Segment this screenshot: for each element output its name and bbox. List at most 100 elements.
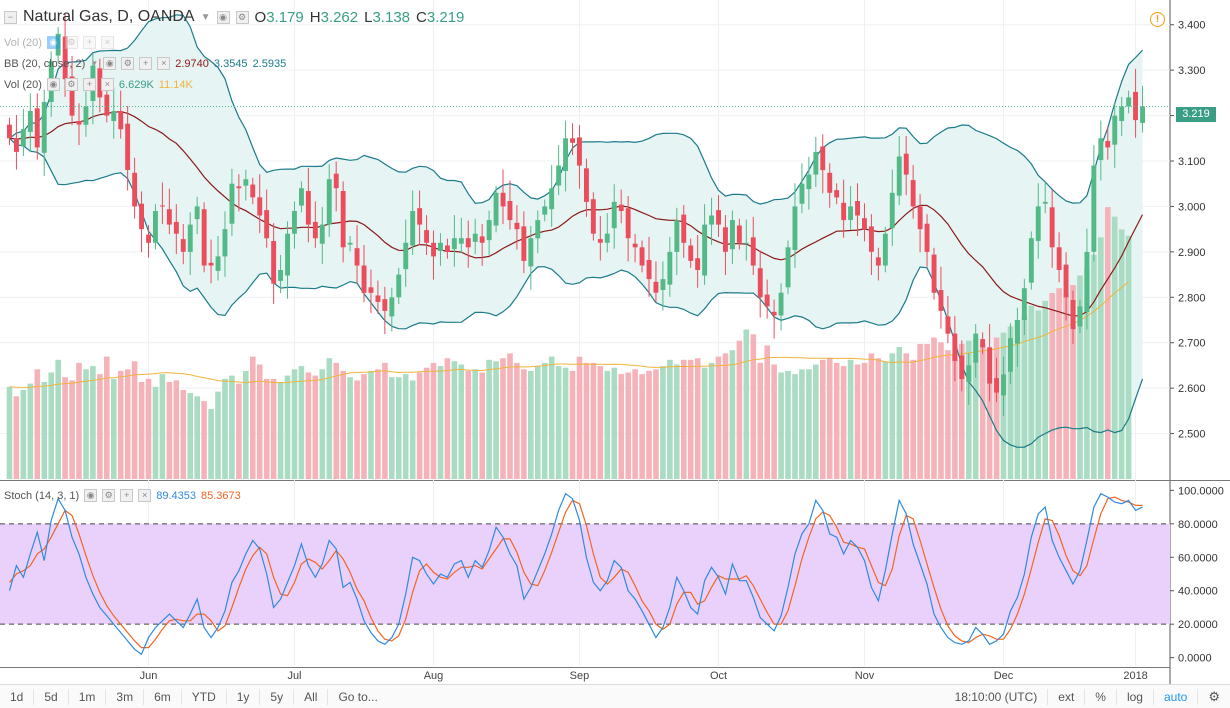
volume-bar bbox=[785, 370, 791, 479]
candle-body bbox=[1015, 320, 1020, 344]
volume-bar bbox=[409, 380, 416, 479]
stoch-tick-label: 60.0000 bbox=[1178, 552, 1218, 564]
eye-icon[interactable]: ◉ bbox=[84, 489, 98, 502]
chevron-down-icon[interactable]: ▼ bbox=[90, 59, 99, 68]
eye-icon[interactable]: ◉ bbox=[216, 10, 230, 24]
volume-bar bbox=[166, 382, 173, 479]
candle-body bbox=[500, 192, 506, 207]
volume-bar bbox=[764, 345, 770, 479]
candle-body bbox=[730, 220, 735, 250]
timeframe-5y[interactable]: 5y bbox=[260, 688, 295, 705]
settings-icon[interactable]: ⚙ bbox=[64, 36, 78, 49]
chevron-down-icon[interactable]: ▼ bbox=[200, 11, 211, 23]
candle-body bbox=[827, 172, 833, 193]
candle-body bbox=[709, 215, 714, 225]
candle-body bbox=[653, 281, 659, 293]
candle-body bbox=[83, 106, 89, 125]
volume-bar bbox=[1077, 275, 1083, 479]
legend-bb[interactable]: BB (20, close, 2) ▼ ◉ ⚙ + × 2.9740 3.354… bbox=[4, 57, 287, 70]
goto-button[interactable]: Go to... bbox=[338, 689, 378, 704]
candle-body bbox=[361, 265, 367, 293]
collapse-icon[interactable]: − bbox=[4, 10, 17, 24]
volume-bar bbox=[813, 364, 819, 479]
symbol-title[interactable]: Natural Gas, D, OANDA bbox=[23, 8, 195, 25]
settings-icon[interactable]: ⚙ bbox=[235, 10, 249, 24]
close-icon[interactable]: × bbox=[100, 36, 114, 49]
ohlc-high: H3.262 bbox=[309, 8, 359, 26]
close-icon[interactable]: × bbox=[157, 57, 171, 70]
plus-icon[interactable]: + bbox=[82, 36, 96, 49]
candle-body bbox=[368, 287, 374, 293]
volume-bar bbox=[1049, 293, 1055, 479]
candle-body bbox=[271, 241, 277, 284]
plus-icon[interactable]: + bbox=[139, 57, 153, 70]
candle-body bbox=[201, 209, 207, 266]
volume-bar bbox=[243, 370, 249, 479]
clock-time[interactable]: 18:10:00 (UTC) bbox=[954, 689, 1038, 704]
close-icon[interactable]: × bbox=[138, 489, 152, 502]
percent-toggle[interactable]: % bbox=[1084, 688, 1116, 705]
volume-bar bbox=[771, 364, 777, 479]
log-toggle[interactable]: log bbox=[1115, 688, 1153, 705]
candle-body bbox=[1001, 374, 1006, 396]
timeframe-1y[interactable]: 1y bbox=[227, 688, 261, 705]
volume-bar bbox=[729, 350, 736, 479]
auto-toggle[interactable]: auto bbox=[1152, 688, 1197, 705]
timeframe-all[interactable]: All bbox=[294, 688, 329, 705]
timeframe-5d[interactable]: 5d bbox=[34, 688, 69, 705]
volume-bar bbox=[674, 364, 680, 479]
eye-icon[interactable]: ◉ bbox=[103, 57, 117, 70]
candle-body bbox=[139, 203, 144, 230]
candle-body bbox=[597, 239, 603, 243]
candle-body bbox=[688, 245, 694, 261]
bb-lower-value: 2.5935 bbox=[252, 57, 287, 70]
candle-body bbox=[618, 204, 624, 211]
eye-icon[interactable]: ◉ bbox=[46, 78, 60, 91]
volume-bar bbox=[382, 362, 388, 479]
settings-icon[interactable]: ⚙ bbox=[1197, 688, 1230, 705]
candle-body bbox=[973, 333, 979, 363]
timeframe-1d[interactable]: 1d bbox=[0, 688, 35, 705]
symbol-header: − Natural Gas, D, OANDA ▼ ◉ ⚙ O3.179 H3.… bbox=[4, 8, 464, 26]
eye-icon[interactable]: ◉ bbox=[46, 36, 60, 49]
settings-icon[interactable]: ⚙ bbox=[64, 78, 78, 91]
legend-vol[interactable]: Vol (20) ◉ ⚙ + × 6.629K 11.14K bbox=[4, 78, 193, 91]
settings-icon[interactable]: ⚙ bbox=[102, 489, 116, 502]
candle-body bbox=[792, 206, 798, 250]
volume-bar bbox=[986, 348, 993, 479]
legend-vol-faded[interactable]: Vol (20) ◉ ⚙ + × bbox=[4, 36, 114, 49]
volume-bar bbox=[931, 337, 937, 479]
timeframe-ytd[interactable]: YTD bbox=[182, 688, 227, 705]
volume-bar bbox=[1091, 254, 1097, 479]
volume-bar bbox=[465, 370, 472, 479]
legend-stoch[interactable]: Stoch (14, 3, 1) ◉ ⚙ + × 89.4353 85.3673 bbox=[4, 489, 241, 502]
close-icon[interactable]: × bbox=[100, 78, 114, 91]
alert-icon[interactable]: ! bbox=[1150, 12, 1165, 27]
candle-body bbox=[472, 233, 478, 242]
volume-bar bbox=[1105, 207, 1111, 479]
candle-body bbox=[667, 251, 673, 285]
volume-bar bbox=[326, 358, 333, 479]
settings-icon[interactable]: ⚙ bbox=[121, 57, 135, 70]
ext-toggle[interactable]: ext bbox=[1047, 688, 1084, 705]
volume-bar bbox=[611, 367, 618, 479]
candle-body bbox=[959, 355, 965, 379]
plus-icon[interactable]: + bbox=[120, 489, 134, 502]
volume-bar bbox=[597, 366, 604, 479]
candle-body bbox=[104, 94, 110, 116]
plus-icon[interactable]: + bbox=[82, 78, 96, 91]
candle-body bbox=[417, 208, 423, 225]
volume-bar bbox=[667, 359, 673, 480]
timeframe-6m[interactable]: 6m bbox=[144, 688, 182, 705]
volume-bar bbox=[646, 370, 652, 479]
candle-body bbox=[250, 184, 256, 198]
candle-body bbox=[716, 210, 721, 225]
candle-body bbox=[153, 211, 158, 243]
candle-body bbox=[521, 226, 527, 261]
timeframe-3m[interactable]: 3m bbox=[106, 688, 145, 705]
timeframe-1m[interactable]: 1m bbox=[69, 688, 107, 705]
volume-bar bbox=[430, 362, 437, 479]
bb-upper-line bbox=[9, 14, 1143, 205]
volume-bar bbox=[548, 356, 555, 479]
